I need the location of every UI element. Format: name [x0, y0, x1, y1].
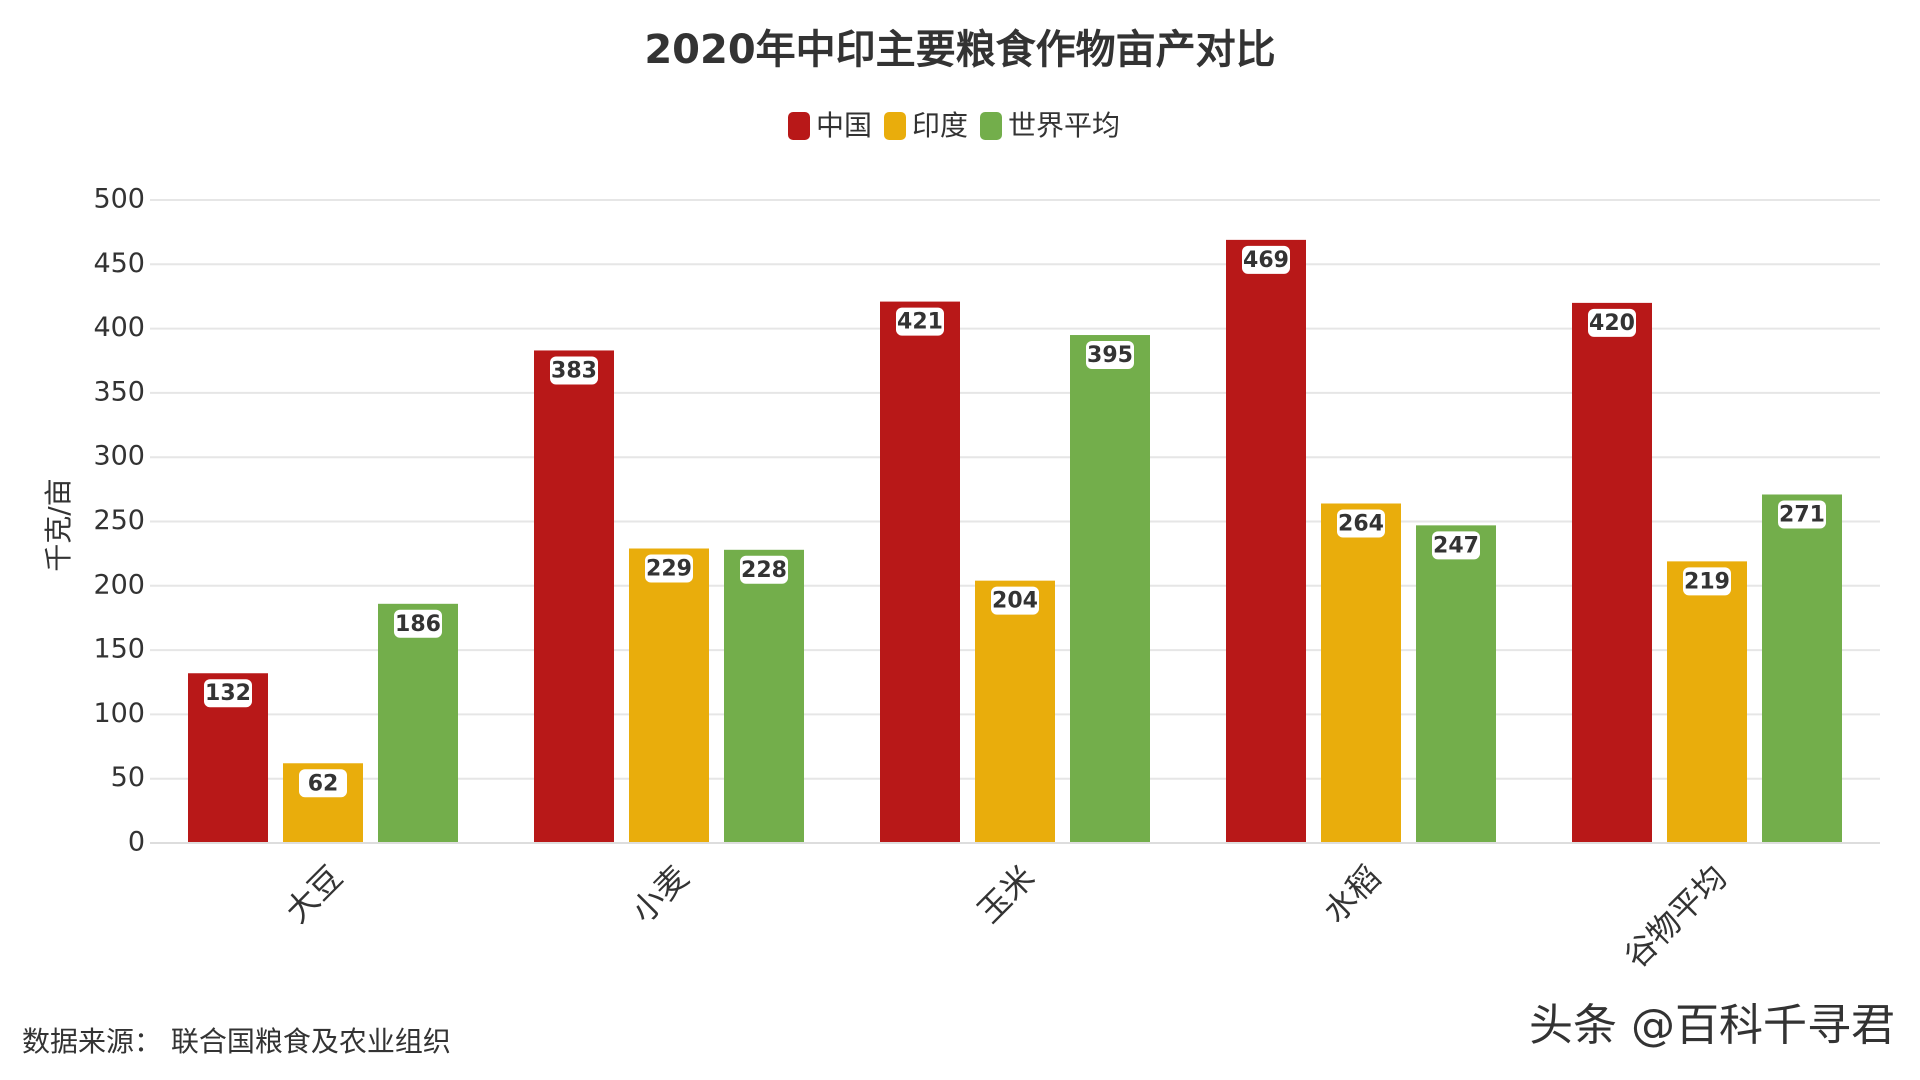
data-label-group: 395: [1086, 341, 1134, 370]
legend-swatch: [980, 112, 1002, 140]
bar: [724, 549, 804, 843]
bar: [1226, 239, 1306, 844]
x-tick-label: 水稻: [1316, 858, 1388, 930]
bar: [1321, 503, 1401, 843]
y-tick-label: 450: [93, 248, 145, 279]
x-tick-label: 谷物平均: [1617, 858, 1734, 975]
y-tick-label: 500: [93, 184, 145, 215]
data-label-group: 204: [991, 586, 1039, 615]
data-label-bg: [896, 307, 944, 336]
data-label-group: 420: [1588, 308, 1636, 337]
bar: [975, 580, 1055, 843]
bar: [880, 301, 960, 843]
data-label: 271: [1779, 502, 1825, 527]
watermark: 头条 @百科千寻君: [1529, 1000, 1895, 1051]
bar: [1762, 494, 1842, 843]
y-tick-label: 250: [93, 505, 145, 536]
y-tick-label: 150: [93, 634, 145, 665]
data-label-bg: [204, 679, 252, 708]
y-tick-label: 100: [93, 698, 145, 729]
y-tick-label: 200: [93, 569, 145, 600]
data-label-group: 219: [1683, 567, 1731, 596]
data-label: 204: [992, 589, 1038, 614]
legend-label: 印度: [912, 109, 968, 142]
chart-title: 2020年中印主要粮食作物亩产对比: [644, 27, 1275, 73]
data-label-bg: [645, 554, 693, 583]
data-label-bg: [1086, 341, 1134, 370]
legend-label: 中国: [816, 109, 872, 142]
data-label-group: 186: [394, 609, 442, 638]
data-label-bg: [1778, 500, 1826, 529]
data-label-bg: [1337, 509, 1385, 538]
x-tick-label: 小麦: [624, 858, 696, 930]
bar: [534, 350, 614, 843]
bar: [1416, 525, 1496, 843]
data-label: 383: [551, 358, 597, 383]
data-label: 420: [1589, 311, 1635, 336]
data-label: 219: [1684, 569, 1730, 594]
bar: [1070, 335, 1150, 843]
data-label-group: 132: [204, 679, 252, 708]
data-label-bg: [1242, 245, 1290, 274]
data-label: 62: [308, 771, 339, 796]
data-label-group: 247: [1432, 531, 1480, 560]
data-label: 186: [395, 612, 441, 637]
data-label-bg: [550, 356, 598, 385]
data-label-bg: [991, 586, 1039, 615]
data-label: 264: [1338, 511, 1384, 536]
bar: [629, 548, 709, 843]
data-label-bg: [299, 769, 347, 798]
data-label: 395: [1087, 343, 1133, 368]
data-label: 229: [646, 557, 692, 582]
data-label: 421: [897, 310, 943, 335]
data-label-group: 229: [645, 554, 693, 583]
y-axis-label: 千克/亩: [42, 478, 75, 571]
bar: [1667, 561, 1747, 843]
source-note: 数据来源： 联合国粮食及农业组织: [22, 1025, 451, 1058]
data-label-group: 62: [299, 769, 347, 798]
data-label: 228: [741, 558, 787, 583]
data-label-bg: [1683, 567, 1731, 596]
x-tick-label: 玉米: [970, 858, 1042, 930]
data-label-bg: [740, 555, 788, 584]
bar: [1572, 302, 1652, 843]
y-tick-label: 350: [93, 376, 145, 407]
y-tick-label: 0: [128, 827, 145, 858]
data-label-group: 271: [1778, 500, 1826, 529]
data-label-group: 421: [896, 307, 944, 336]
data-label-group: 383: [550, 356, 598, 385]
data-label: 132: [205, 681, 251, 706]
legend-swatch: [884, 112, 906, 140]
x-tick-label: 大豆: [278, 858, 350, 930]
data-label-group: 264: [1337, 509, 1385, 538]
data-label-group: 469: [1242, 245, 1290, 274]
y-tick-label: 50: [111, 762, 145, 793]
bar: [378, 603, 458, 843]
y-tick-label: 400: [93, 312, 145, 343]
data-label-bg: [1432, 531, 1480, 560]
data-label: 247: [1433, 533, 1479, 558]
y-tick-label: 300: [93, 441, 145, 472]
data-label-bg: [394, 609, 442, 638]
legend-label: 世界平均: [1008, 109, 1120, 142]
legend-swatch: [788, 112, 810, 140]
data-label-bg: [1588, 308, 1636, 337]
data-label: 469: [1243, 248, 1289, 273]
data-label-group: 228: [740, 555, 788, 584]
